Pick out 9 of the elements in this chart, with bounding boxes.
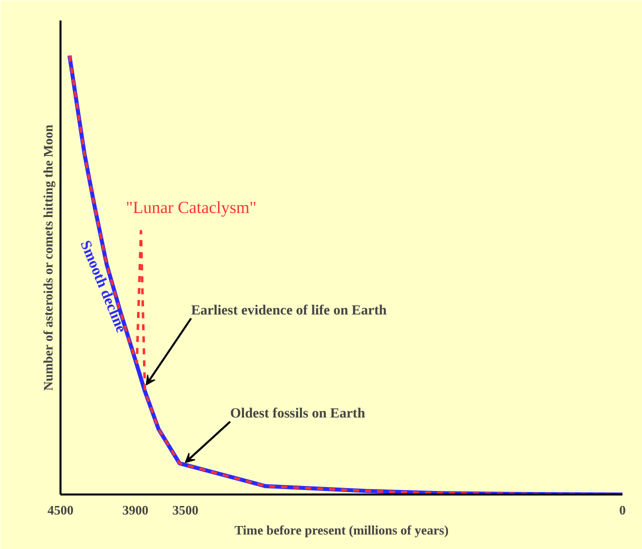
x-tick-label: 0: [619, 502, 626, 518]
x-tick-label: 4500: [48, 502, 74, 518]
annotation: Earliest evidence of life on Earth: [191, 303, 387, 318]
annotation: Oldest fossils on Earth: [230, 406, 366, 422]
y-axis-title: Number of asteroids or comets hitting the Moon: [40, 124, 56, 391]
series-label: "Lunar Cataclysm": [126, 198, 256, 218]
x-tick-label: 3900: [122, 502, 148, 518]
x-axis-title: Time before present (millions of years): [234, 522, 449, 538]
x-tick-label: 3500: [172, 502, 198, 518]
